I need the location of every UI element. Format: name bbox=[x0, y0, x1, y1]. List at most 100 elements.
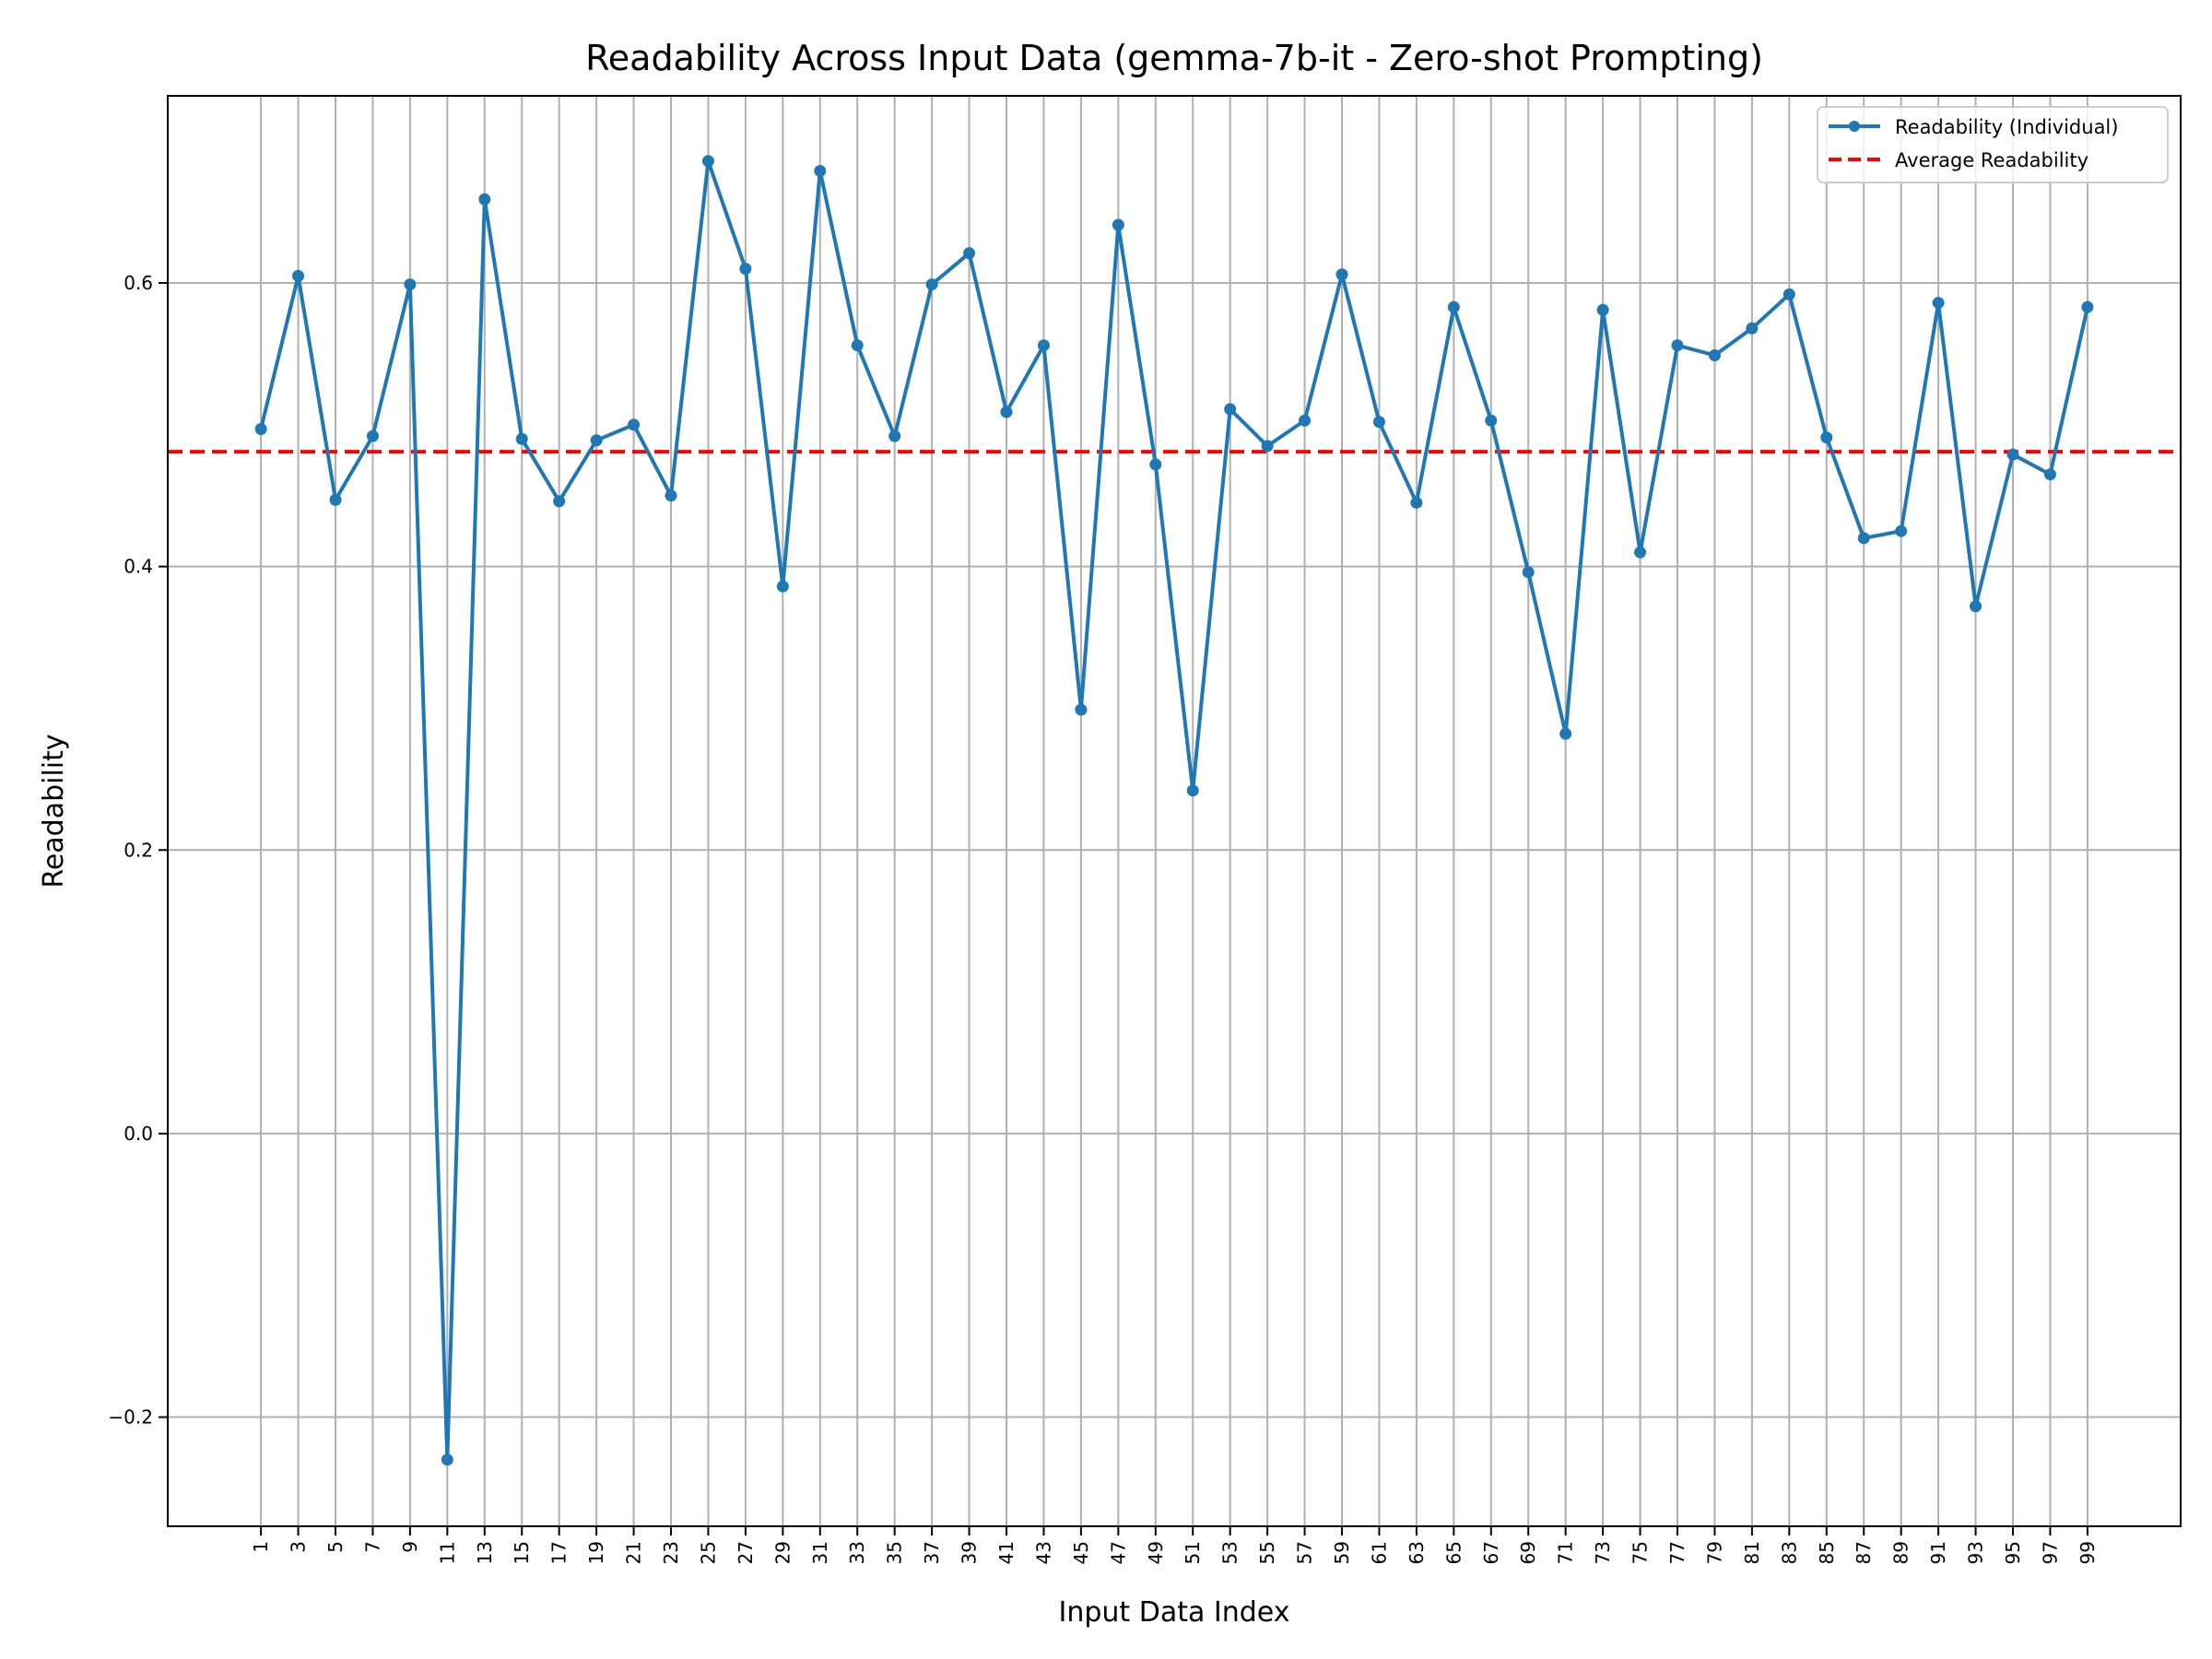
x-tick-label: 83 bbox=[1778, 1541, 1800, 1564]
x-tick-label: 81 bbox=[1741, 1541, 1763, 1564]
x-tick-label: 71 bbox=[1555, 1541, 1577, 1564]
readability-data-point bbox=[1746, 322, 1759, 335]
x-tick-label: 49 bbox=[1145, 1541, 1167, 1564]
readability-data-point bbox=[478, 193, 491, 206]
x-tick-label: 63 bbox=[1406, 1541, 1428, 1564]
readability-data-point bbox=[1299, 414, 1312, 427]
legend-box bbox=[1817, 106, 2169, 183]
readability-data-point bbox=[329, 493, 342, 506]
readability-data-point bbox=[1783, 288, 1795, 300]
x-tick-label: 25 bbox=[697, 1541, 719, 1564]
readability-data-point bbox=[1000, 406, 1013, 418]
x-tick-label: 57 bbox=[1294, 1541, 1316, 1564]
readability-data-point bbox=[1112, 218, 1124, 231]
plot-frame bbox=[167, 95, 2182, 1527]
readability-data-point bbox=[963, 247, 976, 260]
readability-data-point bbox=[665, 489, 677, 502]
readability-data-point bbox=[1485, 414, 1498, 427]
x-tick-label: 35 bbox=[884, 1541, 906, 1564]
readability-data-point bbox=[441, 1453, 453, 1466]
readability-data-point bbox=[254, 422, 267, 435]
x-axis-label: Input Data Index bbox=[1059, 1596, 1290, 1629]
readability-data-point bbox=[1857, 532, 1870, 545]
readability-data-point bbox=[590, 434, 603, 447]
x-tick-label: 15 bbox=[511, 1541, 533, 1564]
readability-data-point bbox=[2043, 468, 2056, 481]
x-tick-label: 99 bbox=[2077, 1541, 2099, 1564]
y-tick-label: −0.2 bbox=[108, 1406, 153, 1429]
readability-data-point bbox=[1596, 303, 1609, 316]
readability-data-point bbox=[851, 339, 864, 352]
x-tick-label: 47 bbox=[1107, 1541, 1129, 1564]
readability-data-point bbox=[1671, 339, 1684, 352]
x-tick-label: 31 bbox=[809, 1541, 831, 1564]
x-tick-label: 13 bbox=[474, 1541, 496, 1564]
x-tick-label: 1 bbox=[250, 1541, 272, 1553]
readability-data-point bbox=[366, 429, 379, 442]
readability-data-point bbox=[701, 155, 714, 168]
readability-series-line bbox=[259, 159, 2089, 1462]
legend: Readability (Individual) Average Readabi… bbox=[1817, 106, 2169, 183]
x-tick-label: 87 bbox=[1853, 1541, 1875, 1564]
y-axis-label: Readability bbox=[38, 734, 70, 888]
readability-data-point bbox=[776, 580, 789, 593]
x-tick-label: 85 bbox=[1816, 1541, 1838, 1564]
readability-data-point bbox=[292, 269, 305, 282]
readability-data-point bbox=[628, 418, 641, 431]
x-tick-label: 29 bbox=[771, 1541, 794, 1564]
series-layer bbox=[168, 155, 2181, 1466]
readability-data-point bbox=[1895, 524, 1908, 537]
x-tick-label: 89 bbox=[1890, 1541, 1912, 1564]
x-tick-label: 7 bbox=[361, 1541, 383, 1553]
y-tick-label: 0.0 bbox=[124, 1123, 153, 1145]
axis-ticks: 1 3 5 7 9 11 13 15 17 19 21 23 25 27 29 31 33 35 37 39 41 43 4… bbox=[108, 272, 2098, 1564]
readability-data-point bbox=[925, 278, 938, 291]
readability-data-point bbox=[1075, 703, 1088, 716]
readability-data-point bbox=[1335, 268, 1348, 281]
x-tick-label: 23 bbox=[660, 1541, 682, 1564]
x-tick-label: 73 bbox=[1592, 1541, 1614, 1564]
x-tick-label: 51 bbox=[1182, 1541, 1204, 1564]
x-tick-label: 45 bbox=[1070, 1541, 1092, 1564]
x-tick-label: 27 bbox=[735, 1541, 757, 1564]
readability-data-point bbox=[739, 263, 752, 276]
x-tick-label: 37 bbox=[921, 1541, 943, 1564]
x-tick-label: 9 bbox=[399, 1541, 421, 1553]
x-tick-label: 61 bbox=[1368, 1541, 1390, 1564]
x-tick-label: 79 bbox=[1703, 1541, 1725, 1564]
readability-data-point bbox=[1820, 431, 1833, 444]
readability-data-point bbox=[1224, 403, 1237, 416]
legend-individual-label: Readability (Individual) bbox=[1895, 116, 2118, 138]
x-tick-label: 3 bbox=[288, 1541, 310, 1553]
x-tick-label: 65 bbox=[1442, 1541, 1465, 1564]
grid-lines bbox=[168, 96, 2181, 1526]
readability-data-point bbox=[888, 429, 901, 442]
readability-data-point bbox=[1559, 727, 1572, 740]
readability-data-point bbox=[814, 165, 827, 178]
x-tick-label: 21 bbox=[623, 1541, 645, 1564]
readability-data-point bbox=[2006, 448, 2019, 461]
x-tick-label: 55 bbox=[1256, 1541, 1278, 1564]
x-tick-label: 67 bbox=[1480, 1541, 1502, 1564]
x-tick-label: 5 bbox=[324, 1541, 347, 1553]
x-tick-label: 93 bbox=[1965, 1541, 1987, 1564]
chart-title: Readability Across Input Data (gemma-7b-… bbox=[585, 38, 1763, 78]
x-tick-label: 53 bbox=[1219, 1541, 1241, 1564]
readability-data-point bbox=[1372, 416, 1385, 429]
y-tick-label: 0.2 bbox=[124, 839, 153, 861]
x-tick-label: 91 bbox=[1927, 1541, 1949, 1564]
readability-data-point bbox=[1447, 300, 1460, 313]
x-tick-label: 59 bbox=[1331, 1541, 1353, 1564]
legend-individual-marker bbox=[1849, 121, 1860, 132]
y-tick-label: 0.4 bbox=[124, 556, 153, 578]
readability-data-point bbox=[1708, 348, 1721, 361]
readability-data-point bbox=[553, 495, 566, 508]
x-tick-label: 39 bbox=[959, 1541, 981, 1564]
legend-average-label: Average Readability bbox=[1895, 149, 2088, 171]
readability-data-point bbox=[1186, 784, 1199, 797]
x-tick-label: 77 bbox=[1666, 1541, 1688, 1564]
x-tick-label: 43 bbox=[1032, 1541, 1054, 1564]
x-tick-label: 75 bbox=[1630, 1541, 1652, 1564]
readability-data-point bbox=[2081, 300, 2094, 313]
